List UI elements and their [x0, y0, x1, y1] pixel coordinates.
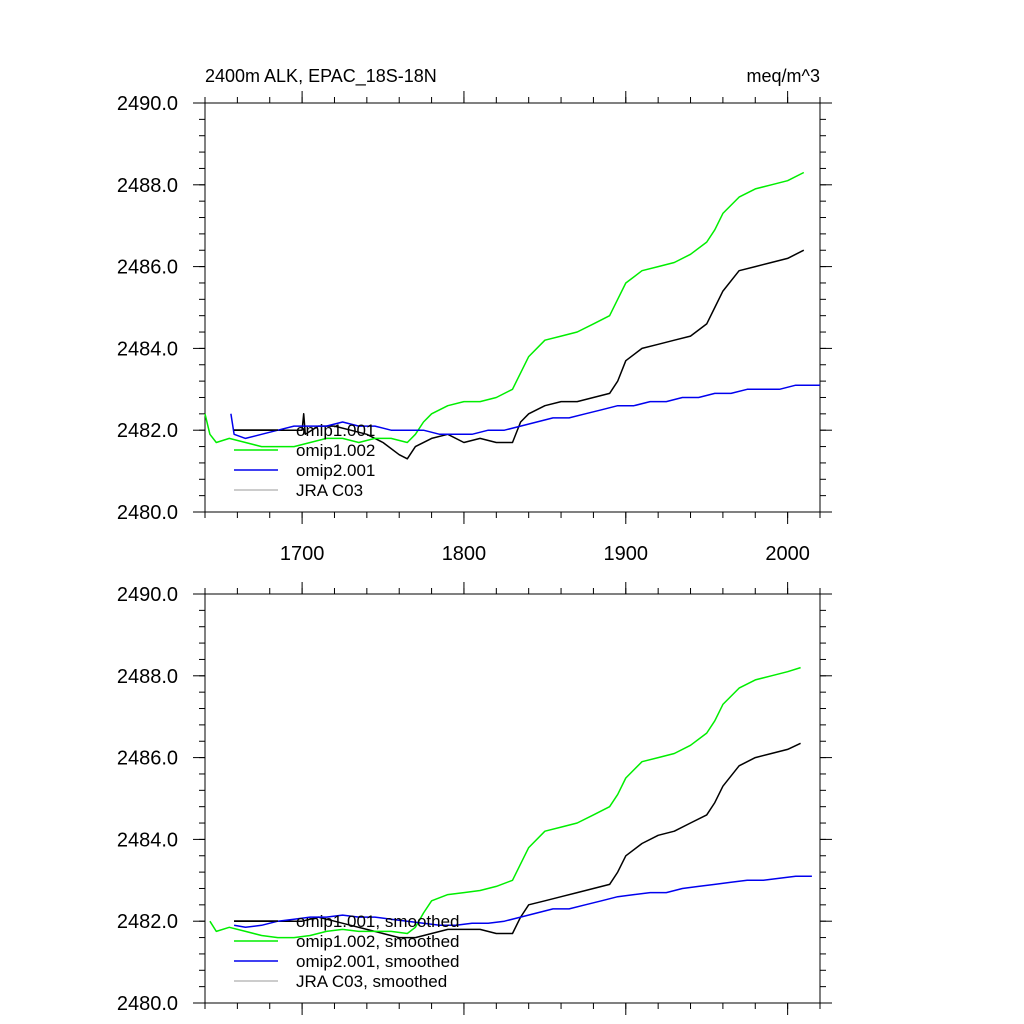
x-tick-label: 1900: [604, 543, 649, 565]
legend-label-4: JRA C03: [296, 481, 363, 500]
series-line-2: [204, 171, 805, 448]
y-tick-label: 2490.0: [117, 93, 178, 115]
x-tick-label: 2000: [765, 543, 810, 565]
y-tick-label: 2480.0: [117, 993, 178, 1015]
series-line-3: [230, 384, 820, 440]
series-line-1: [234, 249, 805, 460]
y-tick-label: 2484.0: [117, 338, 178, 360]
chart-panel-1: 2480.0 2482.0 2484.0 2486.0 2488.0 2490.0 1700…: [117, 66, 832, 565]
plot-frame: [204, 102, 821, 513]
y-tick-label: 2488.0: [117, 666, 178, 688]
units-label: meq/m^3: [747, 66, 820, 86]
legend-label-2: omip1.002, smoothed: [296, 932, 460, 951]
series-line-3: [233, 875, 812, 929]
chart-panel-2: 2480.0 2482.0 2484.0 2486.0 2488.0 2490.0 omip…: [117, 582, 832, 1015]
x-tick-label: 1800: [442, 543, 487, 565]
y-tick-label: 2486.0: [117, 257, 178, 279]
series-line-1: [234, 742, 801, 939]
chart-title: 2400m ALK, EPAC_18S-18N: [205, 66, 437, 87]
legend-label-1: omip1.001: [296, 421, 375, 440]
y-tick-label: 2480.0: [117, 502, 178, 524]
plot-frame: [204, 593, 821, 1004]
legend-label-2: omip1.002: [296, 441, 375, 460]
legend-label-3: omip2.001, smoothed: [296, 952, 460, 971]
legend-label-4: JRA C03, smoothed: [296, 972, 447, 991]
x-tick-label: 1700: [280, 543, 325, 565]
y-tick-label: 2486.0: [117, 748, 178, 770]
y-tick-label: 2482.0: [117, 420, 178, 442]
legend-label-1: omip1.001, smoothed: [296, 912, 460, 931]
y-tick-label: 2484.0: [117, 829, 178, 851]
y-tick-label: 2490.0: [117, 584, 178, 606]
y-tick-label: 2488.0: [117, 175, 178, 197]
legend-label-3: omip2.001: [296, 461, 375, 480]
series-line-2: [209, 666, 801, 939]
y-tick-label: 2482.0: [117, 911, 178, 933]
